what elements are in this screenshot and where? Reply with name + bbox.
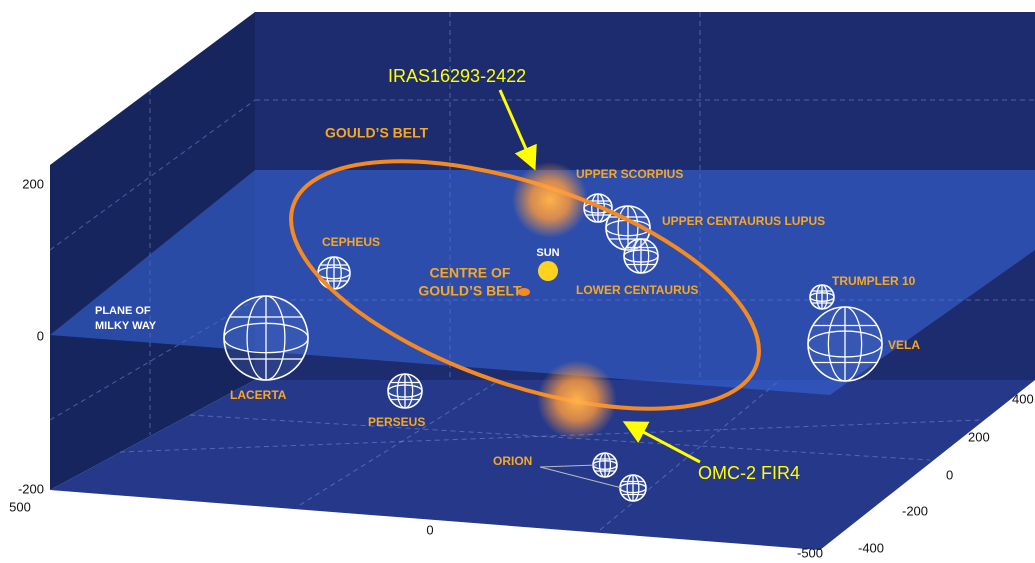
front-axis-label: -500 bbox=[797, 545, 823, 560]
centre-label: CENTRE OF bbox=[430, 265, 511, 281]
depth-axis-label: -400 bbox=[858, 540, 884, 555]
sun bbox=[538, 261, 558, 281]
region-label: UPPER SCORPIUS bbox=[576, 167, 683, 181]
belt-label: GOULD’S BELT bbox=[325, 125, 429, 141]
region-label: ORION bbox=[493, 454, 532, 468]
glow bbox=[537, 360, 617, 440]
vertical-axis-label: 0 bbox=[37, 328, 44, 343]
connector bbox=[539, 464, 598, 468]
sphere bbox=[223, 295, 309, 381]
left-wall bbox=[50, 12, 255, 490]
region-label: UPPER CENTAURUS LUPUS bbox=[662, 214, 825, 228]
callout-label: OMC-2 FIR4 bbox=[698, 463, 800, 483]
region-label: LOWER CENTAURUS bbox=[576, 283, 698, 297]
sphere bbox=[387, 373, 423, 409]
vertical-axis-label: 200 bbox=[22, 176, 44, 191]
depth-axis-label: 200 bbox=[968, 429, 990, 444]
arrow bbox=[498, 89, 537, 171]
glow bbox=[512, 162, 588, 238]
centre-label: GOULD’S BELT bbox=[418, 283, 522, 299]
callout-label: IRAS16293-2422 bbox=[388, 66, 526, 86]
sphere bbox=[619, 474, 647, 502]
arrow bbox=[622, 421, 701, 464]
region-label: VELA bbox=[888, 338, 920, 352]
galactic-plane bbox=[50, 170, 1035, 395]
belt-centre bbox=[518, 288, 530, 296]
region-label: LACERTA bbox=[230, 388, 287, 402]
sphere bbox=[592, 452, 618, 478]
depth-axis-label: -200 bbox=[902, 503, 928, 518]
region-label: TRUMPLER 10 bbox=[832, 274, 916, 288]
vertical-axis-label: -200 bbox=[18, 481, 44, 496]
plane-label: PLANE OF bbox=[95, 305, 151, 317]
region-label: PERSEUS bbox=[368, 415, 425, 429]
sphere bbox=[807, 306, 883, 382]
sphere bbox=[809, 284, 835, 310]
depth-axis-label: 0 bbox=[946, 467, 953, 482]
front-axis-label: 500 bbox=[9, 499, 31, 514]
plane-label: MILKY WAY bbox=[95, 320, 157, 332]
region-label: CEPHEUS bbox=[322, 235, 380, 249]
sun-label: SUN bbox=[536, 247, 559, 259]
sphere bbox=[623, 238, 659, 274]
sphere bbox=[317, 256, 351, 290]
depth-axis-label: 400 bbox=[1012, 391, 1034, 406]
connector bbox=[539, 466, 623, 489]
front-axis-label: 0 bbox=[426, 522, 433, 537]
floor bbox=[50, 380, 1035, 550]
